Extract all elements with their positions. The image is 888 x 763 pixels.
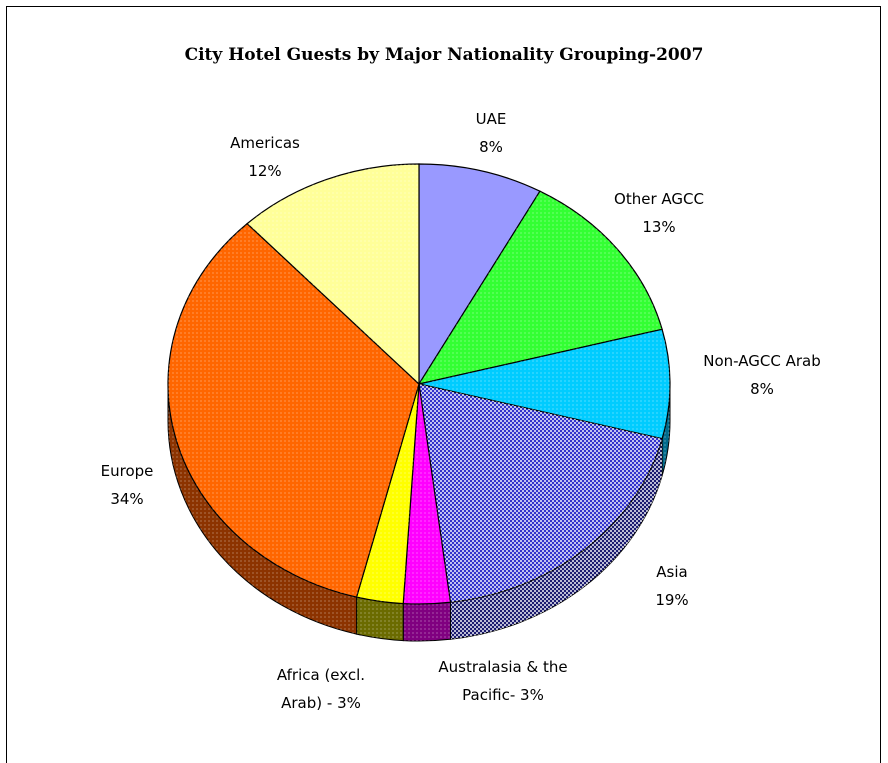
pie-slice-side-texture (356, 597, 404, 641)
slice-label-line: Arab) - 3% (281, 694, 361, 712)
pie-slice-side-texture (662, 384, 670, 476)
pie-slice-texture (419, 191, 663, 384)
chart-frame (6, 6, 881, 763)
slice-label: Other AGCC 13% (614, 190, 704, 236)
slice-label-line: 19% (655, 591, 688, 609)
slice-label-line: 8% (750, 380, 774, 398)
slice-label-line: Asia (656, 563, 687, 581)
slice-label: Africa (excl. Arab) - 3% (277, 666, 365, 712)
slice-label-line: Pacific- 3% (462, 686, 544, 704)
pie-slice-side-texture (168, 384, 357, 635)
pie-slice (418, 163, 541, 387)
pie-slice-texture (403, 384, 451, 604)
slice-label-line: Africa (excl. (277, 666, 365, 684)
slice-label: Europe 34% (101, 462, 154, 508)
pie-slice-texture (247, 164, 419, 384)
slice-label: UAE 8% (476, 110, 507, 156)
slice-label: Americas 12% (230, 134, 300, 180)
chart-title: City Hotel Guests by Major Nationality G… (184, 45, 704, 65)
slice-label: Australasia & the Pacific- 3% (438, 658, 567, 704)
slice-label-line: Americas (230, 134, 300, 152)
pie-slice-side-texture (403, 602, 451, 641)
pie-slice-side-texture (450, 438, 663, 640)
slice-label-line: Non-AGCC Arab (703, 352, 820, 370)
slice-label: Asia 19% (655, 563, 688, 609)
pie-slice-texture (168, 223, 419, 598)
slice-label-line: 8% (479, 138, 503, 156)
pie-slice-texture (419, 329, 671, 439)
slice-label-line: 34% (110, 490, 143, 508)
slice-label-line: Europe (101, 462, 154, 480)
pie-slice-texture (419, 384, 663, 603)
slice-label-line: UAE (476, 110, 507, 128)
slice-label: Non-AGCC Arab 8% (703, 352, 820, 398)
slice-label-line: Australasia & the (438, 658, 567, 676)
slice-label-line: Other AGCC (614, 190, 704, 208)
slice-label-line: 13% (642, 218, 675, 236)
slice-label-line: 12% (248, 162, 281, 180)
